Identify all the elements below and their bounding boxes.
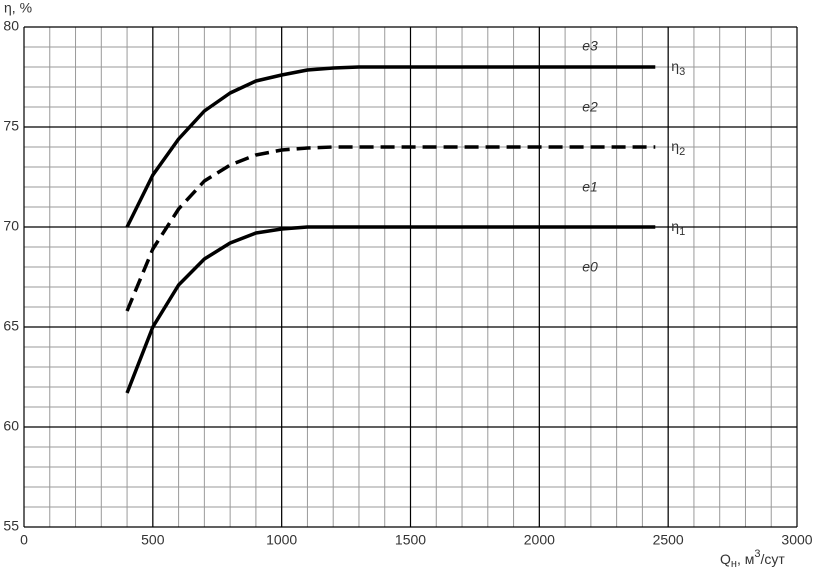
y-tick-label: 80 [3, 18, 19, 34]
zone-label: e3 [582, 38, 598, 54]
y-tick-label: 65 [3, 318, 19, 334]
y-tick-label: 75 [3, 118, 19, 134]
x-tick-label: 500 [141, 532, 165, 548]
x-label-part: , м [737, 551, 754, 567]
series-label: η2 [671, 138, 685, 158]
curve [125, 145, 656, 312]
curve [125, 225, 656, 394]
curve [125, 65, 656, 228]
x-tick-label: 3000 [781, 532, 812, 548]
y-tick-label: 60 [3, 418, 19, 434]
series-label: η3 [671, 58, 685, 78]
x-label-part: 3 [754, 548, 760, 560]
zone-label: e1 [582, 179, 598, 195]
x-tick-label: 1500 [395, 532, 426, 548]
x-tick-label: 1000 [266, 532, 297, 548]
y-tick-label: 55 [3, 518, 19, 534]
x-axis-label: Qн, м3/сут [720, 548, 785, 570]
series-subscript: 2 [679, 146, 685, 158]
zone-label: e2 [582, 99, 598, 115]
x-label-part: Q [720, 551, 731, 567]
series-name: η [671, 218, 679, 234]
series-name: η [671, 138, 679, 154]
x-tick-label: 0 [20, 532, 28, 548]
x-label-part: н [731, 558, 737, 570]
series-subscript: 3 [679, 66, 685, 78]
series-subscript: 1 [679, 226, 685, 238]
x-label-part: /сут [761, 551, 786, 567]
series-name: η [671, 58, 679, 74]
zone-label: e0 [582, 259, 598, 275]
series-label: η1 [671, 218, 685, 238]
x-tick-label: 2000 [524, 532, 555, 548]
y-axis-label: η, % [4, 0, 32, 16]
x-tick-label: 2500 [653, 532, 684, 548]
y-tick-label: 70 [3, 218, 19, 234]
